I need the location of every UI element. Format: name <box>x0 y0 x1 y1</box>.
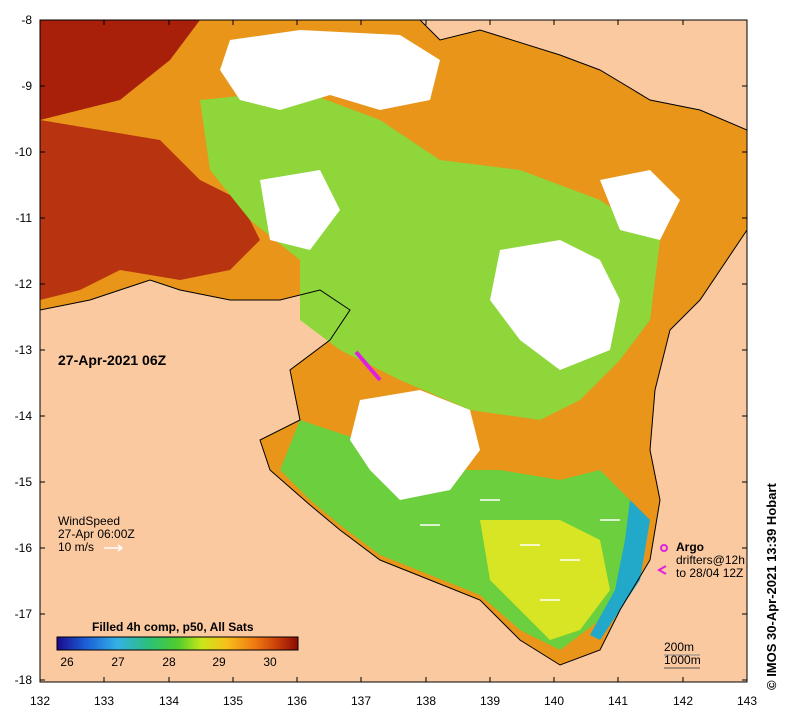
colorbar-tick: 29 <box>212 655 226 669</box>
argo-title: Argo <box>676 540 704 554</box>
y-tick: -11 <box>15 211 32 225</box>
x-tick: 140 <box>543 694 565 708</box>
colorbar-title: Filled 4h comp, p50, All Sats <box>92 620 254 634</box>
wind-arrows <box>420 499 620 601</box>
y-tick: -12 <box>14 277 32 291</box>
tick-marks <box>39 19 748 682</box>
wind-scale-arrow <box>104 544 124 552</box>
y-tick: -17 <box>14 607 32 621</box>
y-tick: -13 <box>14 343 32 357</box>
y-tick: -10 <box>14 145 32 159</box>
cool-coast <box>590 500 650 640</box>
x-tick: 141 <box>607 694 629 708</box>
x-tick: 142 <box>672 694 694 708</box>
x-tick: 143 <box>736 694 758 708</box>
wind-legend: WindSpeed 27-Apr 06:00Z 10 m/s <box>58 515 135 554</box>
x-tick: 136 <box>286 694 308 708</box>
hot-region-2 <box>40 120 260 300</box>
timestamp-label: 27-Apr-2021 06Z <box>58 352 167 368</box>
colorbar-tick: 28 <box>162 655 176 669</box>
x-tick: 138 <box>415 694 437 708</box>
colorbar-tick: 27 <box>111 655 125 669</box>
depth-1000m: 1000m <box>664 653 701 667</box>
drifter-symbol <box>656 565 667 575</box>
yellow-south <box>480 520 610 640</box>
cloud-patch-north <box>220 30 440 110</box>
cloud-patch-ne <box>600 170 680 240</box>
x-tick: 134 <box>158 694 180 708</box>
cloud-patch-center <box>490 240 620 370</box>
coastline <box>40 20 747 666</box>
hot-region <box>40 20 200 120</box>
map-frame <box>39 19 748 683</box>
x-tick: 139 <box>479 694 501 708</box>
depth-200m: 200m <box>664 640 695 654</box>
argo-symbol <box>660 544 668 552</box>
colorbar <box>56 636 299 651</box>
y-tick: -14 <box>14 409 32 423</box>
y-tick: -18 <box>14 673 32 687</box>
cloud-patch-west <box>260 170 340 250</box>
x-tick: 132 <box>29 694 51 708</box>
cloud-patch-mid <box>350 390 480 500</box>
x-tick: 135 <box>222 694 244 708</box>
drifter-line2: to 28/04 12Z <box>676 566 744 580</box>
drifter-line1: drifters@12h <box>676 553 745 567</box>
y-tick: -9 <box>21 79 32 93</box>
y-tick: -8 <box>21 13 32 27</box>
wind-title: WindSpeed <box>58 514 121 528</box>
x-tick: 137 <box>350 694 372 708</box>
y-tick: -15 <box>14 475 32 489</box>
argo-track <box>354 350 382 382</box>
credit-text: © IMOS 30-Apr-2021 13:39 Hobart <box>764 483 779 690</box>
colorbar-tick: 26 <box>60 655 74 669</box>
y-tick: -16 <box>14 541 32 555</box>
depth-legend: 200m 1000m <box>664 641 701 667</box>
wind-scale: 10 m/s <box>58 540 95 554</box>
x-tick: 133 <box>93 694 115 708</box>
colorbar-tick: 30 <box>263 655 277 669</box>
wind-time: 27-Apr 06:00Z <box>58 527 135 541</box>
argo-legend: Argo drifters@12h to 28/04 12Z <box>658 541 745 580</box>
